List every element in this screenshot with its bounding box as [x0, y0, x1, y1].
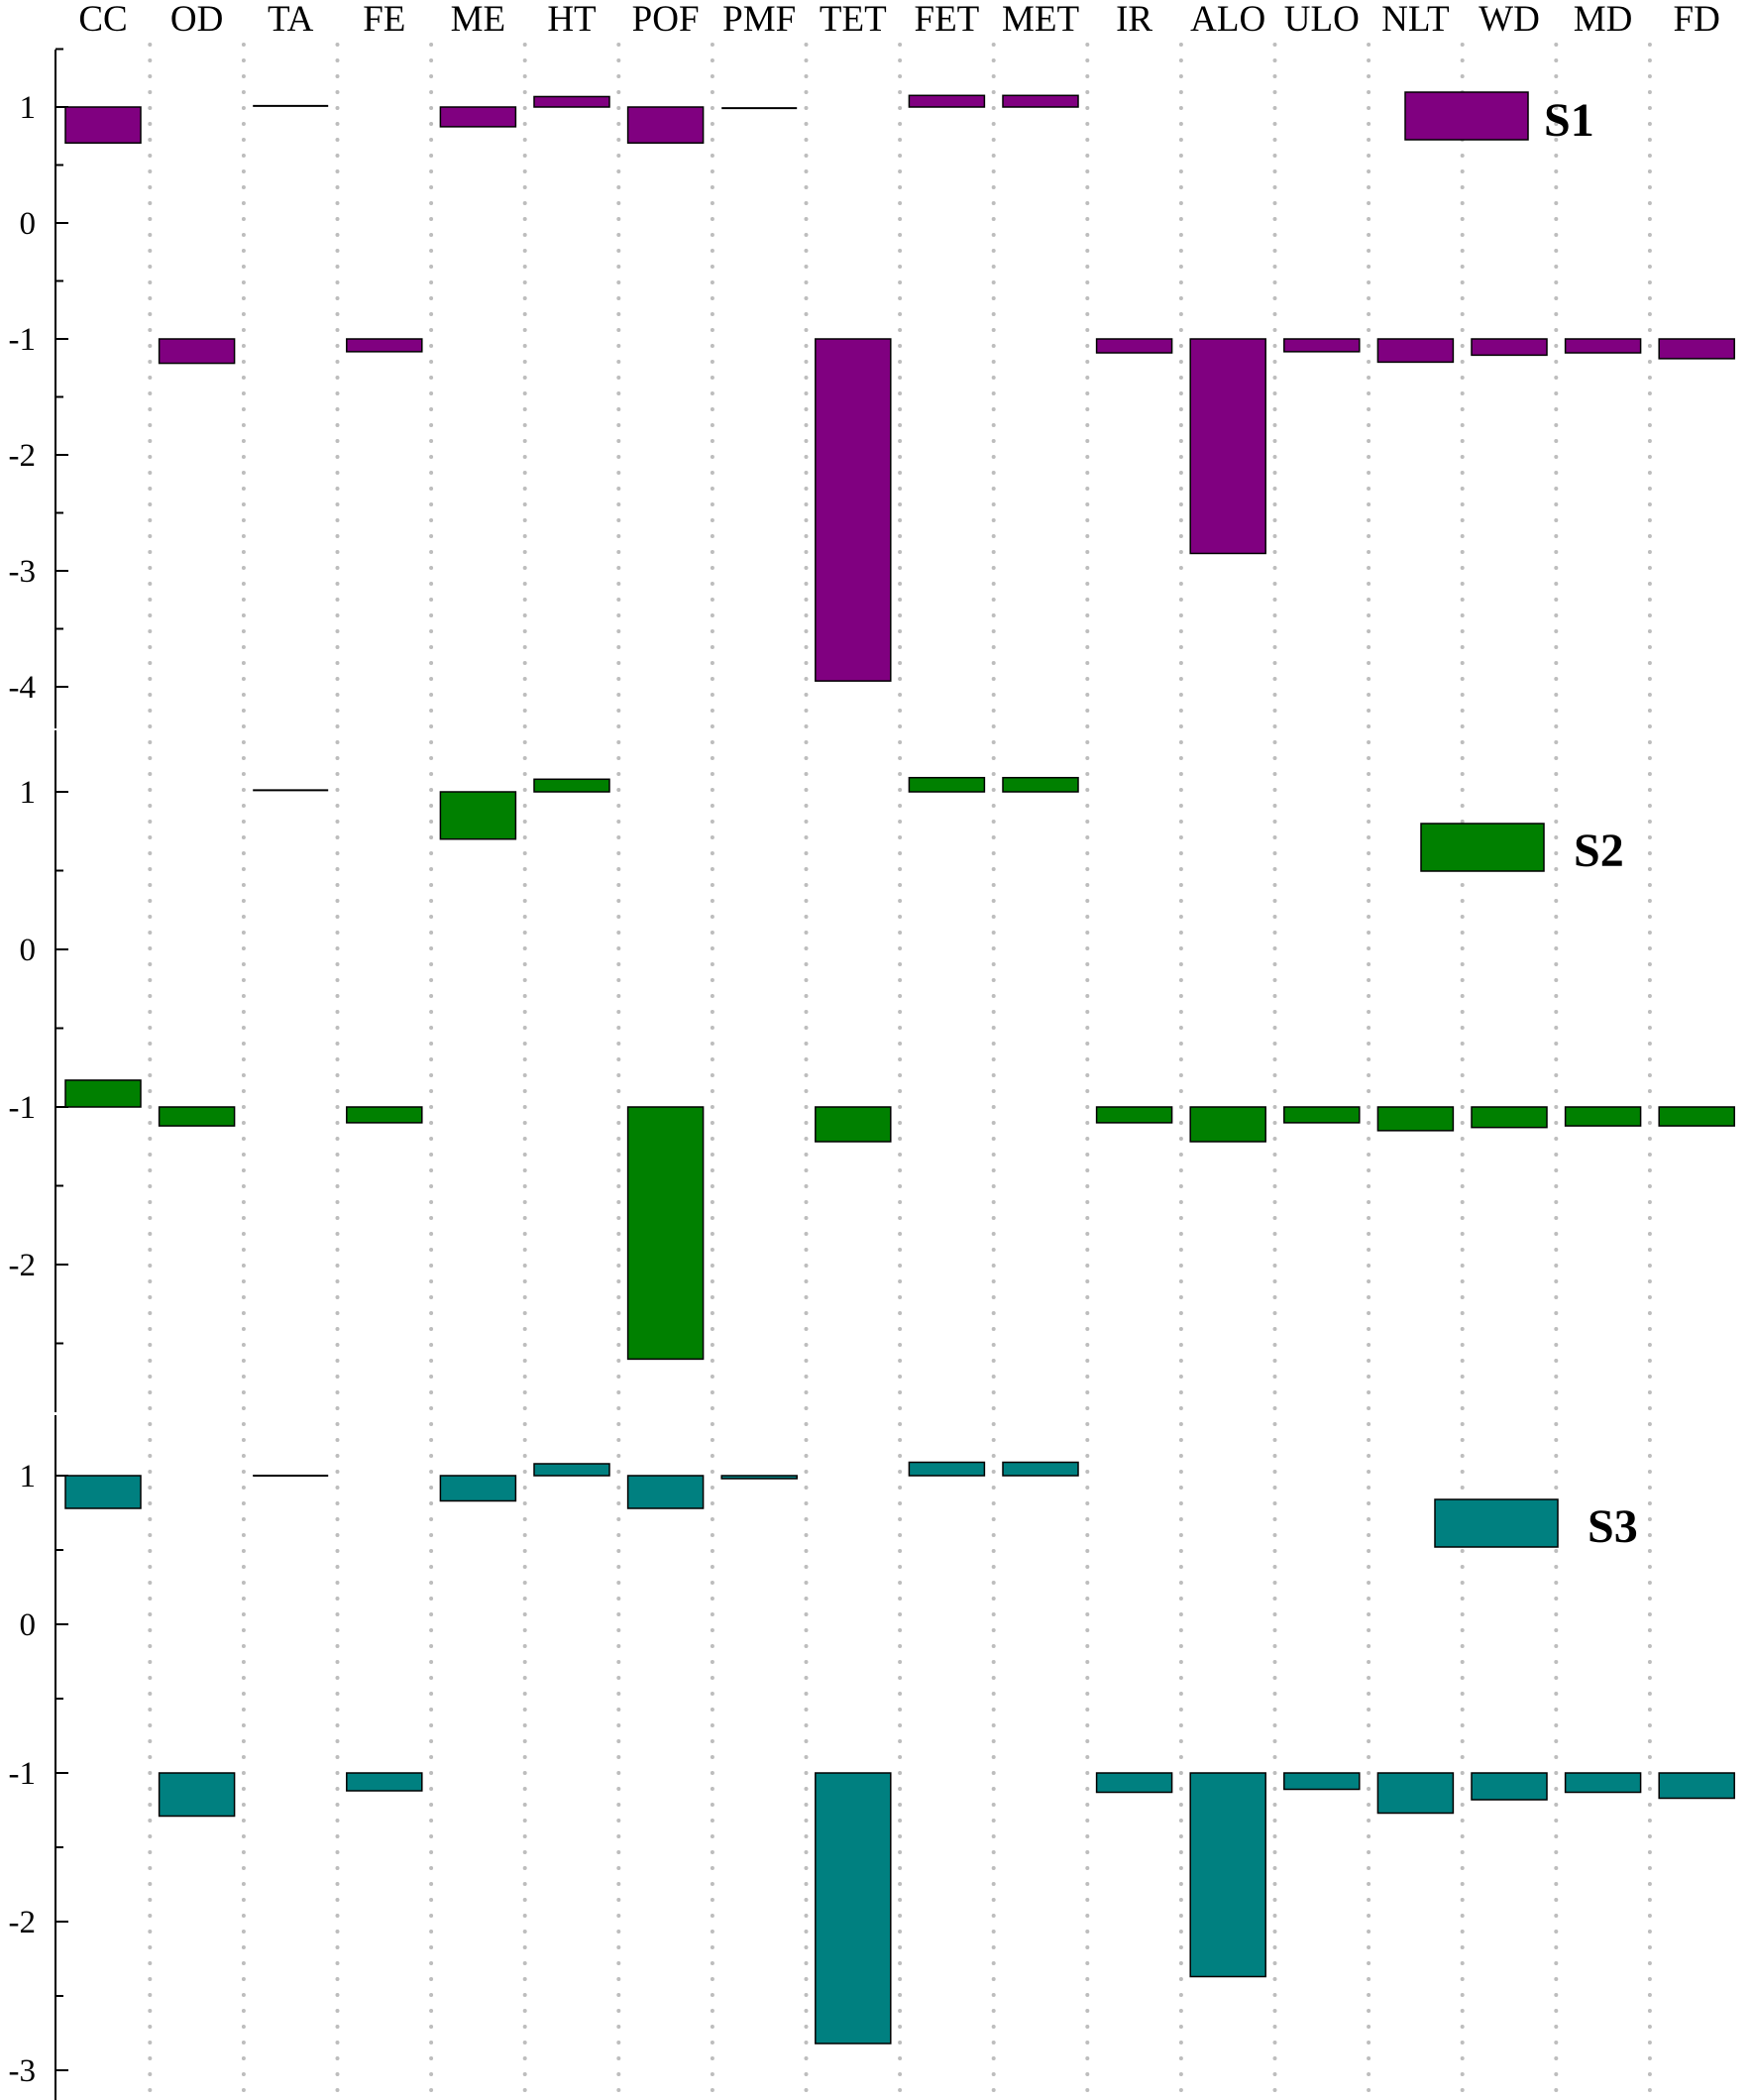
bar-pof [626, 1475, 705, 1509]
bar-nlt [1376, 1772, 1455, 1815]
category-label: TA [268, 0, 314, 40]
bar-fe [346, 338, 423, 353]
category-label: IR [1116, 0, 1152, 40]
bar-me [439, 1475, 517, 1502]
bar-ir [1095, 338, 1173, 354]
bar-tet [815, 338, 892, 682]
bar-tet [815, 1772, 892, 2045]
category-label: ME [451, 0, 506, 40]
category-label: FE [363, 0, 405, 40]
category-label: ALO [1190, 0, 1265, 40]
bar-ir [1095, 1106, 1173, 1124]
bar-ht [533, 1463, 610, 1477]
bar-alo [1189, 338, 1266, 555]
bar-cc [64, 1475, 142, 1509]
y-tick-label: -3 [9, 2053, 37, 2089]
panel-s3: 1 0 -1 -2 -3 S3 [9, 1415, 1735, 2100]
y-tick-label: -2 [9, 1905, 37, 1940]
y-tick-label: -4 [9, 670, 37, 706]
category-label: HT [547, 0, 596, 40]
y-tick-label: 1 [20, 775, 37, 811]
bar-nlt [1376, 338, 1455, 364]
bar-md [1564, 338, 1642, 354]
bar-fet [908, 1461, 986, 1477]
bar-fd [1658, 338, 1735, 360]
bar-fe [346, 1772, 423, 1792]
category-label: FET [915, 0, 980, 40]
bar-fet [908, 94, 986, 108]
bar-wd [1471, 338, 1548, 357]
category-label: OD [170, 0, 223, 40]
y-tick-label: 0 [20, 206, 37, 242]
y-tick-label: -1 [9, 1756, 37, 1792]
category-labels: CC OD TA FE ME HT POF PMF TET FET MET IR ALO ULO NLT WD… [78, 0, 1720, 40]
y-tick-label: 1 [20, 90, 37, 126]
legend-label: S3 [1588, 1500, 1638, 1553]
legend-label: S1 [1544, 94, 1594, 147]
category-label: POF [632, 0, 700, 40]
panels: 1 0 -1 -2 -3 -4 S1 1 0 -1 -2 S2 1 0 -1 -2 -3 S3 [9, 48, 1735, 2100]
category-label: WD [1479, 0, 1540, 40]
bar-fe [346, 1106, 423, 1124]
bar-fet [908, 776, 986, 793]
bar-md [1564, 1772, 1642, 1794]
bar-ht [533, 778, 610, 793]
y-tick-label: -2 [9, 438, 37, 474]
category-label: FD [1674, 0, 1720, 40]
legend-label: S2 [1574, 825, 1624, 877]
bar-ht [533, 95, 610, 108]
bar-od [158, 1772, 236, 1818]
bar-fd [1658, 1106, 1735, 1127]
bar-met [1002, 776, 1079, 793]
bar-alo [1189, 1772, 1266, 1978]
y-tick-label: 0 [20, 933, 37, 968]
y-tick-label: -1 [9, 322, 37, 358]
bar-me [439, 791, 517, 840]
y-tick-label: 1 [20, 1459, 37, 1494]
bar-ir [1095, 1772, 1173, 1794]
bar-ulo [1283, 1106, 1361, 1124]
category-label: MD [1574, 0, 1633, 40]
bar-cc [64, 1079, 142, 1108]
bar-wd [1471, 1106, 1548, 1129]
bar-pof [626, 106, 705, 145]
bar-alo [1189, 1106, 1266, 1143]
legend-swatch [1404, 91, 1529, 141]
legend-swatch [1420, 823, 1545, 872]
bar-met [1002, 1461, 1079, 1477]
bar-od [158, 1106, 236, 1127]
category-label: MET [1002, 0, 1079, 40]
bar-fd [1658, 1772, 1735, 1800]
panel-s1: 1 0 -1 -2 -3 -4 S1 [9, 48, 1735, 728]
panel-s2: 1 0 -1 -2 S2 [9, 730, 1735, 1412]
category-label: ULO [1284, 0, 1360, 40]
vertical-grid [148, 43, 1652, 2100]
bar-wd [1471, 1772, 1548, 1801]
bar-od [158, 338, 236, 365]
category-label: TET [820, 0, 887, 40]
bar-pof [626, 1106, 705, 1361]
bar-cc [64, 106, 142, 145]
category-label: NLT [1381, 0, 1450, 40]
bar-pmf [720, 1475, 798, 1480]
bar-ulo [1283, 338, 1361, 353]
bar-me [439, 106, 517, 128]
bar-nlt [1376, 1106, 1455, 1132]
bar-tet [815, 1106, 892, 1143]
y-tick-label: -2 [9, 1248, 37, 1283]
bar-md [1564, 1106, 1642, 1127]
y-tick-label: 0 [20, 1607, 37, 1643]
y-tick-label: -1 [9, 1090, 37, 1126]
bar-ulo [1283, 1772, 1361, 1791]
category-label: CC [78, 0, 127, 40]
y-tick-label: -3 [9, 554, 37, 590]
legend-swatch [1434, 1498, 1559, 1548]
bar-met [1002, 94, 1079, 108]
category-label: PMF [722, 0, 796, 40]
